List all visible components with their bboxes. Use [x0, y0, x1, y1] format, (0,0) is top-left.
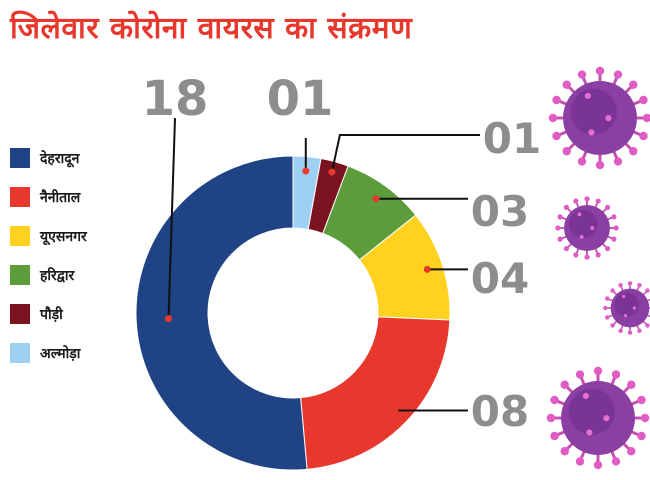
legend-swatch [10, 343, 30, 363]
data-label: 18 [142, 71, 209, 127]
legend-swatch [10, 265, 30, 285]
donut-slice [135, 155, 308, 471]
leader-dot [391, 407, 399, 415]
legend-label: अल्मोड़ा [40, 345, 81, 362]
legend-swatch [10, 304, 30, 324]
legend-label: पौड़ी [40, 306, 63, 323]
coronavirus-icon [548, 66, 650, 170]
legend-item: देहरादून [10, 146, 140, 170]
coronavirus-icon [555, 196, 619, 260]
legend-label: हरिद्वार [40, 267, 75, 284]
coronavirus-icon [603, 281, 650, 335]
legend-item: हरिद्वार [10, 263, 140, 287]
data-label: 03 [471, 187, 529, 236]
data-label: 01 [267, 71, 334, 127]
legend-label: यूएसनगर [40, 228, 87, 245]
leader-dot [302, 167, 310, 175]
coronavirus-icon [546, 366, 650, 470]
leader-dot [328, 168, 336, 176]
leader-line [167, 117, 176, 319]
chart-legend: देहरादून नैनीताल यूएसनगर हरिद्वार पौड़ी अल्मो… [10, 146, 140, 380]
legend-swatch [10, 187, 30, 207]
leader-dot [165, 315, 173, 323]
legend-label: देहरादून [40, 150, 80, 167]
legend-item: यूएसनगर [10, 224, 140, 248]
legend-item: नैनीताल [10, 185, 140, 209]
legend-swatch [10, 148, 30, 168]
leader-dot [372, 195, 380, 203]
donut-slice [300, 316, 451, 470]
leader-line [330, 134, 480, 173]
legend-item: पौड़ी [10, 302, 140, 326]
data-label: 01 [483, 114, 541, 163]
legend-label: नैनीताल [40, 189, 81, 206]
data-label: 08 [471, 387, 529, 436]
leader-dot [423, 265, 431, 273]
legend-swatch [10, 226, 30, 246]
legend-item: अल्मोड़ा [10, 341, 140, 365]
data-label: 04 [471, 254, 529, 303]
chart-title: जिलेवार कोरोना वायरस का संक्रमण [10, 11, 413, 46]
